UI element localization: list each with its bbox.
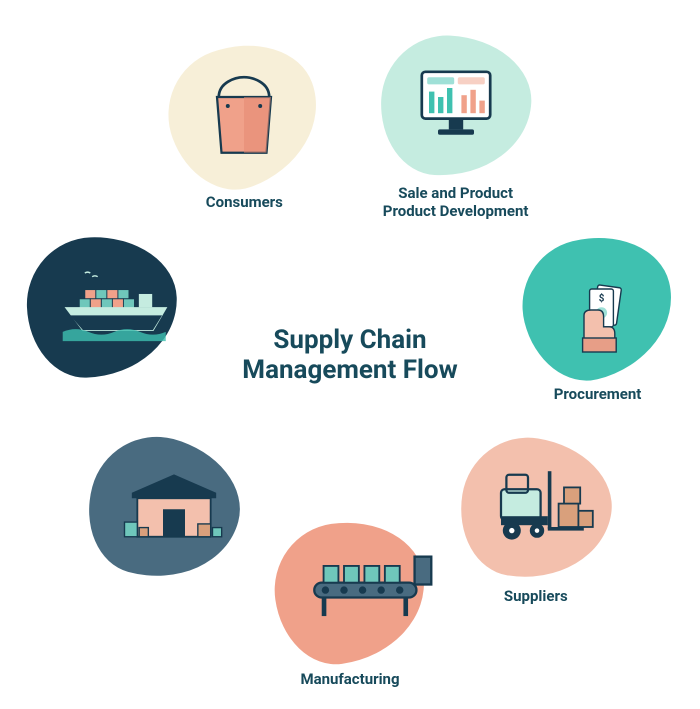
node-suppliers: Suppliers (446, 439, 626, 605)
node-warehouse: Warehouse (74, 439, 254, 605)
shopping-bag-icon (199, 70, 289, 160)
label-warehouse: Warehouse (74, 587, 254, 605)
svg-text:$: $ (598, 294, 604, 305)
node-logistics: Logistics (12, 237, 192, 403)
label-procurement: Procurement (508, 385, 688, 403)
node-procurement: $ Procurement (508, 237, 688, 403)
node-consumers: Consumers (154, 45, 334, 211)
ship-icon (57, 262, 147, 352)
node-sale-dev: Sale and Product Product Development (366, 36, 546, 220)
conveyor-icon (305, 547, 395, 637)
infographic-stage: Supply Chain Management Flow Consumers (0, 0, 700, 709)
monitor-dashboard-icon (411, 61, 501, 151)
label-consumers: Consumers (154, 193, 334, 211)
blob-suppliers (451, 428, 621, 590)
blob-logistics (25, 235, 180, 380)
node-manufacturing: Manufacturing (260, 522, 440, 688)
warehouse-icon (119, 464, 209, 554)
blob-consumers (150, 24, 339, 207)
blob-procurement: $ (508, 221, 687, 393)
blob-manufacturing (266, 512, 434, 672)
forklift-icon (491, 464, 581, 554)
blob-warehouse (74, 422, 255, 596)
label-suppliers: Suppliers (446, 587, 626, 605)
label-sale-dev: Sale and Product Product Development (366, 184, 546, 220)
center-title: Supply Chain Management Flow (242, 325, 457, 385)
label-logistics: Logistics (12, 385, 192, 403)
hand-money-icon: $ (553, 262, 643, 352)
blob-sale-dev (377, 33, 534, 181)
label-manufacturing: Manufacturing (260, 670, 440, 688)
